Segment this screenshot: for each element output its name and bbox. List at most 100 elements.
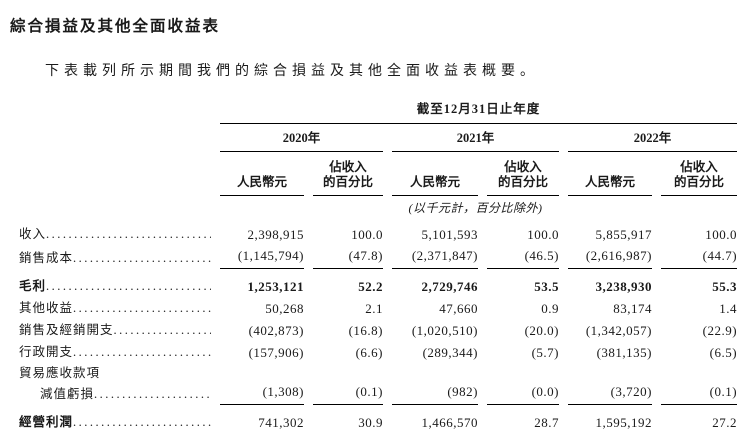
value-cell: (5.7) (531, 345, 559, 360)
spacer-cell (220, 196, 383, 223)
value-cell: 1,466,570 (421, 415, 478, 430)
spacer-cell (19, 196, 211, 223)
row-label: 其他收益 (19, 301, 74, 315)
value-cell: 27.2 (712, 415, 738, 430)
value-cell: 3,238,930 (595, 279, 652, 294)
value-cell: (20.0) (524, 323, 559, 338)
income-statement-table: 截至12月31日止年度 2020年 2021年 2022年 人民幣元 佔收入 的… (10, 102, 746, 433)
spacer-cell (19, 152, 211, 196)
value-cell: 2,398,915 (247, 227, 304, 242)
col-header-pct-2021: 佔收入 的百分比 (487, 152, 559, 196)
period-header-row: 截至12月31日止年度 (19, 102, 738, 124)
value-cell: (289,344) (422, 345, 478, 360)
value-cell: (16.8) (348, 323, 383, 338)
pct-header-line1: 佔收入 (504, 160, 542, 174)
dot-leader (94, 386, 211, 402)
value-cell: 83,174 (613, 301, 652, 316)
value-cell: 1.4 (719, 301, 738, 316)
pct-header-line1: 佔收入 (680, 160, 718, 174)
value-cell: 30.9 (358, 415, 383, 430)
year-header-2020: 2020年 (220, 124, 383, 152)
dot-leader (46, 226, 211, 242)
value-cell: 100.0 (527, 227, 559, 242)
pct-header-line2: 的百分比 (674, 175, 725, 189)
value-cell: 100.0 (351, 227, 383, 242)
row-revenue: 收入 2,398,915 100.0 5,101,593 100.0 5,855… (19, 223, 737, 245)
value-cell: 0.9 (541, 301, 559, 316)
spacer-cell (19, 124, 211, 152)
row-label: 毛利 (19, 279, 47, 293)
value-cell: 5,855,917 (595, 227, 652, 242)
value-cell: (1,342,057) (585, 323, 652, 338)
value-cell (568, 363, 652, 381)
value-cell: 52.2 (358, 279, 383, 294)
value-cell: 55.3 (712, 279, 738, 294)
intro-paragraph: 下表載列所示期間我們的綜合損益及其他全面收益表概要。 (45, 64, 539, 79)
period-header: 截至12月31日止年度 (220, 102, 738, 124)
units-note-row: (以千元計，百分比除外) (19, 196, 737, 223)
value-cell: (46.5) (487, 245, 559, 269)
value-cell: (2,371,847) (392, 245, 478, 269)
row-trade-receivables: 貿易應收款項 (19, 363, 737, 381)
value-cell: 100.0 (705, 227, 738, 242)
value-cell: 2,729,746 (421, 279, 478, 294)
value-cell (220, 363, 304, 381)
spacer-cell (19, 102, 211, 124)
value-cell: 1,253,121 (247, 279, 304, 294)
dot-leader (73, 414, 211, 430)
value-cell: (1,145,794) (220, 245, 304, 269)
value-cell: 47,660 (439, 301, 478, 316)
col-header-pct-2020: 佔收入 的百分比 (313, 152, 383, 196)
row-label: 減值虧損 (40, 387, 95, 401)
page-title: 綜合損益及其他全面收益表 (10, 18, 221, 35)
col-header-rmb-2020: 人民幣元 (220, 152, 304, 196)
dot-leader (73, 344, 211, 360)
year-header-row: 2020年 2021年 2022年 (19, 124, 738, 152)
value-cell: (982) (392, 381, 478, 405)
row-impairment-losses: 減值虧損 (1,308) (0.1) (982) (0.0) (3,720) (… (19, 381, 738, 405)
dot-leader (114, 322, 211, 338)
value-cell (487, 363, 559, 381)
value-cell: 741,302 (258, 415, 304, 430)
dot-leader (73, 300, 211, 316)
units-note: (以千元計，百分比除外) (408, 201, 543, 215)
value-cell: (3,720) (568, 381, 652, 405)
pct-header-line2: 的百分比 (322, 175, 373, 189)
dot-leader (73, 250, 211, 266)
value-cell: 53.5 (534, 279, 559, 294)
row-selling-distribution-expenses: 銷售及經銷開支 (402,873) (16.8) (1,020,510) (20… (19, 319, 737, 341)
value-cell: (1,020,510) (411, 323, 478, 338)
year-header-2022: 2022年 (568, 124, 738, 152)
dot-leader (46, 278, 211, 294)
year-header-2021: 2021年 (392, 124, 559, 152)
value-cell: (381,135) (596, 345, 652, 360)
row-label: 收入 (19, 227, 47, 241)
row-other-income: 其他收益 50,268 2.1 47,660 0.9 83,174 1.4 (19, 297, 737, 319)
col-header-pct-2022: 佔收入 的百分比 (661, 152, 738, 196)
value-cell: (6.6) (355, 345, 383, 360)
row-gross-profit: 毛利 1,253,121 52.2 2,729,746 53.5 3,238,9… (19, 269, 737, 297)
spacer-cell (568, 196, 737, 223)
value-cell: (6.5) (709, 345, 738, 360)
value-cell: 28.7 (534, 415, 559, 430)
value-cell: (44.7) (661, 245, 738, 269)
value-cell: (402,873) (248, 323, 304, 338)
row-operating-profit: 經營利潤 741,302 30.9 1,466,570 28.7 1,595,1… (19, 405, 737, 433)
value-cell (661, 363, 737, 381)
row-cost-of-sales: 銷售成本 (1,145,794) (47.8) (2,371,847) (46.… (19, 245, 738, 269)
value-cell: 2.1 (365, 301, 383, 316)
row-label: 銷售及經銷開支 (19, 323, 114, 337)
row-label: 貿易應收款項 (19, 366, 101, 380)
row-label: 經營利潤 (19, 415, 74, 429)
value-cell: (0.1) (661, 381, 738, 405)
col-header-rmb-2022: 人民幣元 (568, 152, 652, 196)
row-label: 銷售成本 (19, 251, 74, 265)
value-cell: 5,101,593 (421, 227, 478, 242)
value-cell: (2,616,987) (568, 245, 652, 269)
value-cell (392, 363, 478, 381)
value-cell: (47.8) (313, 245, 383, 269)
value-cell (313, 363, 383, 381)
row-administrative-expenses: 行政開支 (157,906) (6.6) (289,344) (5.7) (38… (19, 341, 737, 363)
value-cell: (0.0) (487, 381, 559, 405)
